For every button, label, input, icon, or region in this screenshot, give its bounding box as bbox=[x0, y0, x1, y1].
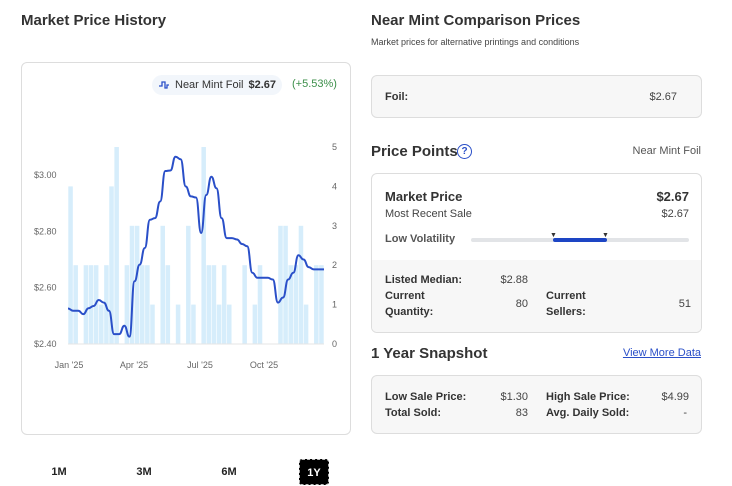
volatility-range bbox=[553, 238, 607, 242]
snapshot-title: 1 Year Snapshot bbox=[371, 345, 488, 362]
volume-bar bbox=[165, 265, 171, 344]
volume-bar bbox=[129, 225, 135, 344]
x-tick-label: Jul '25 bbox=[187, 360, 213, 370]
avg-daily-value: - bbox=[683, 407, 687, 419]
x-tick-label: Apr '25 bbox=[120, 360, 148, 370]
volatility-label: Low Volatility bbox=[385, 233, 456, 245]
volume-bar bbox=[242, 265, 247, 344]
volume-bar bbox=[252, 304, 258, 344]
sellers-label: Current bbox=[546, 290, 586, 302]
price-chart: $2.40 $2.60 $2.80 $3.00 0 1 2 3 4 5 Jan '25 Apr '25… bbox=[34, 142, 337, 370]
avg-daily-label: Avg. Daily Sold: bbox=[546, 407, 630, 419]
high-sale-label: High Sale Price: bbox=[546, 391, 630, 403]
price-points-condition: Near Mint Foil bbox=[632, 145, 701, 157]
market-price-label: Market Price bbox=[385, 189, 463, 204]
recent-sale-value: $2.67 bbox=[661, 208, 689, 220]
volume-bar bbox=[206, 265, 212, 344]
chart-legend: Near Mint Foil $2.67 bbox=[152, 75, 282, 95]
volume-bar bbox=[124, 265, 130, 344]
price-line bbox=[67, 155, 324, 338]
comparison-card: Foil: $2.67 bbox=[371, 75, 702, 118]
y-left-tick-label: $2.40 bbox=[34, 339, 57, 349]
total-sold-value: 83 bbox=[515, 407, 528, 419]
volume-bar bbox=[288, 265, 293, 344]
range-marker-icon: ▼ bbox=[550, 232, 557, 239]
range-6m[interactable]: 6M bbox=[221, 466, 237, 478]
range-1y[interactable]: 1Y bbox=[299, 459, 329, 485]
volume-bar bbox=[73, 265, 78, 344]
total-sold-label: Total Sold: bbox=[385, 407, 442, 419]
volume-bar bbox=[216, 304, 222, 344]
volume-bar bbox=[257, 265, 263, 344]
volume-bar bbox=[160, 225, 165, 344]
volume-bar bbox=[88, 265, 94, 344]
price-history-card: Near Mint Foil $2.67 (+5.53%) $2.40 $2.60… bbox=[21, 62, 351, 485]
line-chart-icon bbox=[159, 81, 169, 89]
volume-bar bbox=[221, 265, 227, 344]
y-left-tick-label: $2.60 bbox=[34, 283, 57, 293]
y-right-tick-label: 3 bbox=[332, 221, 337, 231]
y-right-tick-label: 1 bbox=[332, 300, 337, 310]
volume-bar bbox=[293, 265, 299, 344]
foil-value: $2.67 bbox=[649, 91, 677, 103]
low-sale-label: Low Sale Price: bbox=[385, 391, 467, 403]
listed-median-value: $2.88 bbox=[500, 274, 528, 286]
quantity-label-2: Quantity: bbox=[385, 306, 434, 318]
y-left-tick-label: $2.80 bbox=[34, 226, 57, 236]
volume-bar bbox=[191, 304, 196, 344]
volume-bar bbox=[99, 304, 104, 344]
high-sale-value: $4.99 bbox=[661, 391, 689, 403]
recent-sale-label: Most Recent Sale bbox=[385, 208, 472, 220]
snapshot-card: Low Sale Price: $1.30 High Sale Price: $… bbox=[371, 375, 702, 434]
volume-bar bbox=[319, 265, 324, 344]
volume-bar bbox=[83, 265, 89, 344]
comparison-title: Near Mint Comparison Prices bbox=[371, 12, 581, 29]
view-more-data-link[interactable]: View More Data bbox=[622, 347, 701, 359]
range-1m[interactable]: 1M bbox=[51, 466, 67, 478]
y-left-tick-label: $3.00 bbox=[34, 170, 57, 180]
volume-bar bbox=[303, 304, 309, 344]
volume-bar bbox=[227, 304, 232, 344]
volume-bar bbox=[211, 265, 217, 344]
volume-bar bbox=[298, 225, 304, 344]
volume-bar bbox=[314, 265, 319, 344]
sellers-value: 51 bbox=[678, 298, 691, 310]
range-3m[interactable]: 3M bbox=[136, 466, 152, 478]
volume-bar bbox=[139, 265, 145, 344]
volume-bar bbox=[186, 225, 191, 344]
price-points-card: Market Price $2.67 Most Recent Sale $2.6… bbox=[371, 173, 702, 333]
foil-label: Foil: bbox=[385, 91, 409, 103]
volume-bar bbox=[150, 304, 155, 344]
quantity-label: Current bbox=[385, 290, 425, 302]
y-right-tick-label: 5 bbox=[332, 142, 337, 152]
legend-change: (+5.53%) bbox=[292, 78, 337, 90]
volume-bar bbox=[68, 186, 73, 344]
volume-bar bbox=[145, 265, 150, 344]
question-circle-icon[interactable]: ? bbox=[457, 144, 472, 159]
y-right-tick-label: 0 bbox=[332, 339, 337, 349]
price-history-title: Market Price History bbox=[21, 12, 167, 29]
sellers-label-2: Sellers: bbox=[546, 306, 586, 318]
y-right-tick-label: 4 bbox=[332, 181, 337, 191]
x-tick-label: Jan '25 bbox=[55, 360, 84, 370]
volume-bar bbox=[134, 225, 140, 344]
low-sale-value: $1.30 bbox=[500, 391, 528, 403]
legend-price: $2.67 bbox=[248, 79, 276, 91]
volume-bar bbox=[114, 147, 119, 344]
listed-median-label: Listed Median: bbox=[385, 274, 463, 286]
x-tick-label: Oct '25 bbox=[250, 360, 278, 370]
quantity-value: 80 bbox=[515, 298, 528, 310]
volume-bar bbox=[201, 147, 206, 344]
listing-stats: Listed Median: $2.88 Current Quantity: 8… bbox=[372, 260, 701, 332]
comparison-subtitle: Market prices for alternative printings … bbox=[371, 37, 580, 47]
price-points-title: Price Points bbox=[371, 143, 458, 160]
volume-bar bbox=[278, 225, 283, 344]
y-right-tick-label: 2 bbox=[332, 260, 337, 270]
legend-label: Near Mint Foil bbox=[175, 79, 244, 91]
volume-bar bbox=[175, 304, 181, 344]
volume-bar bbox=[109, 186, 114, 344]
range-marker-icon: ▼ bbox=[602, 232, 609, 239]
market-price-value: $2.67 bbox=[656, 189, 689, 204]
